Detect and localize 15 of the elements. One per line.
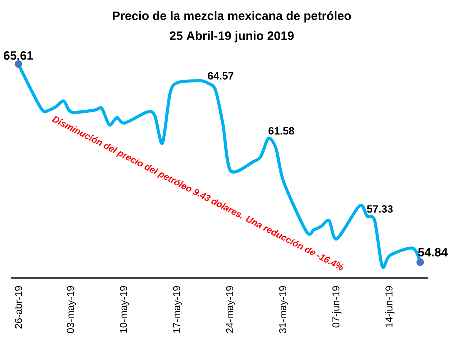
chart-title: Precio de la mezcla mexicana de petróleo [113, 11, 352, 23]
x-tick-label: 03-may-19 [67, 286, 76, 334]
x-tick-label: 24-may-19 [226, 286, 236, 334]
x-tick-label: 07-jun-19 [332, 286, 342, 328]
chart-subtitle: 25 Abril-19 junio 2019 [170, 31, 294, 43]
x-tick-label: 14-jun-19 [385, 286, 395, 328]
data-label: 61.58 [268, 127, 294, 135]
x-tick-label: 31-may-19 [279, 286, 288, 334]
data-label: 64.57 [208, 72, 234, 80]
data-label: 57.33 [367, 205, 393, 213]
data-label: 65.61 [4, 52, 34, 60]
x-tick-label: 26-abr-19 [14, 286, 22, 329]
x-tick-label: 17-may-19 [173, 286, 182, 333]
data-label: 54.84 [418, 248, 448, 257]
x-tick-label: 10-may-19 [120, 286, 130, 333]
